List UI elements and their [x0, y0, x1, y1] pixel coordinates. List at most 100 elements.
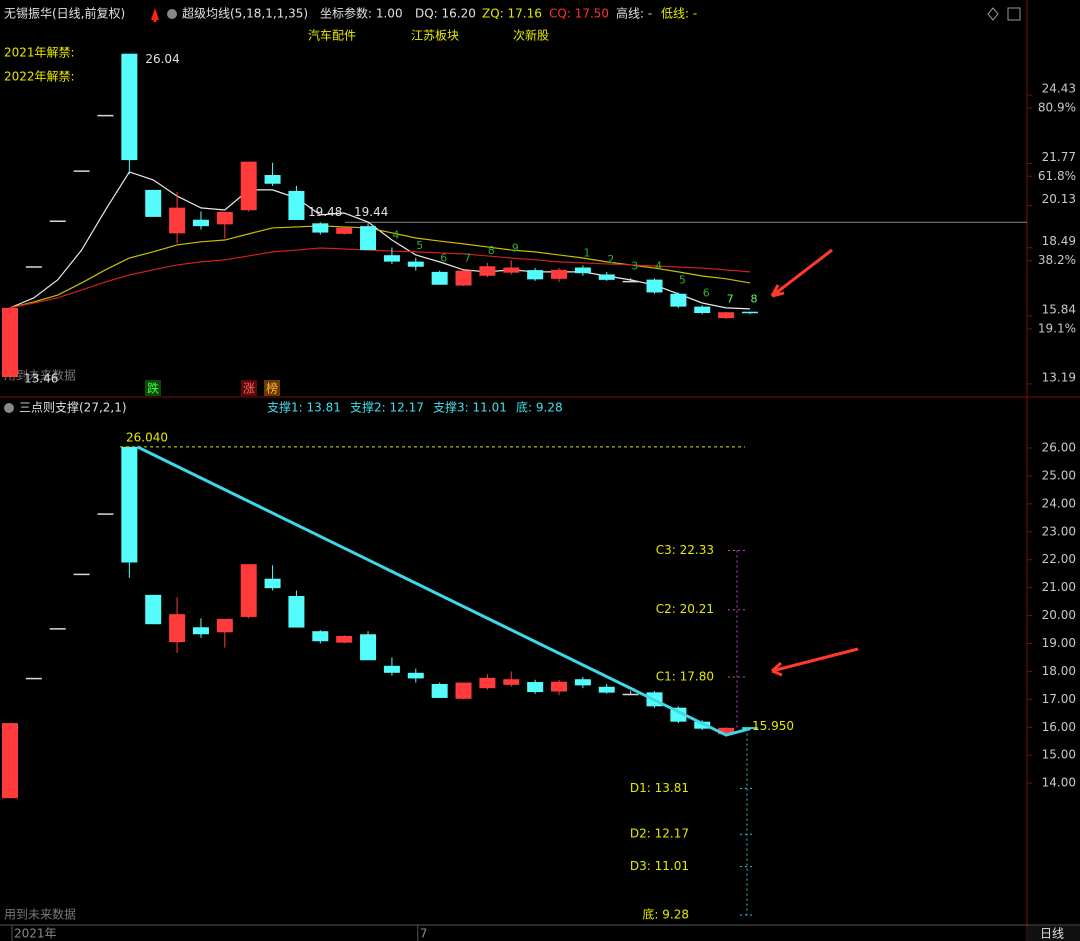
candle-body-bottom — [2, 723, 18, 799]
y-tick-label: 18.00 — [1042, 664, 1076, 678]
candle-body-bottom — [312, 631, 329, 642]
pane-title: 三点则支撑(27,2,1) — [19, 400, 127, 415]
param: 坐标参数: 1.00 — [320, 6, 403, 21]
trend-line — [136, 445, 751, 737]
candle-body-top — [622, 280, 639, 283]
candle-body-top — [288, 190, 305, 220]
candle-body-top — [383, 255, 400, 262]
candle-body-top — [479, 266, 496, 276]
y-tick-label: 26.00 — [1042, 440, 1076, 454]
candle-body-top — [73, 170, 90, 172]
legend-entry: 支撑1: 13.81 — [267, 400, 341, 415]
tag: 江苏板块 — [411, 29, 459, 43]
ref-label: 19.48 — [308, 205, 342, 219]
y-tick-label: 22.00 — [1042, 552, 1076, 566]
y2-tick-label: 38.2% — [1038, 253, 1076, 267]
candle-body-bottom — [264, 578, 281, 589]
candle-body-top — [646, 279, 663, 293]
candle-body-top — [718, 312, 735, 319]
candle-body-top — [2, 307, 18, 378]
y-tick-label: 21.00 — [1042, 580, 1076, 594]
menu-icon[interactable] — [4, 403, 14, 413]
zq: ZQ: 17.16 — [482, 7, 542, 21]
period-box[interactable] — [1027, 926, 1080, 941]
candle-body-bottom — [73, 573, 90, 576]
tag: 汽车配件 — [308, 28, 356, 43]
y2-tick-label: 80.9% — [1038, 100, 1076, 114]
legend-entry: 底: 9.28 — [516, 400, 563, 415]
td-count: 5 — [416, 239, 423, 252]
candle-body-bottom — [288, 596, 305, 628]
candle-body-bottom — [574, 679, 591, 686]
y-tick-label: 24.00 — [1042, 496, 1076, 510]
candle-body-bottom — [598, 686, 615, 693]
y-tick-label: 20.00 — [1042, 608, 1076, 622]
candle-body-bottom — [431, 683, 448, 698]
candle-body-top — [694, 306, 711, 314]
badge — [241, 380, 257, 396]
candle-body-bottom — [407, 672, 424, 679]
td-count: 4 — [655, 259, 662, 272]
candle-body-top — [97, 114, 114, 117]
candle-body-bottom — [336, 635, 353, 643]
y-tick-label: 13.19 — [1042, 370, 1076, 384]
tag: 次新股 — [513, 28, 549, 43]
candle-body-bottom — [216, 618, 233, 633]
diamond-icon[interactable] — [987, 7, 999, 21]
candle-body-bottom — [503, 679, 520, 685]
candle-body-top — [503, 267, 520, 273]
unlock-note: 2021年解禁: — [4, 46, 75, 60]
td-count: 2 — [607, 253, 614, 266]
y-tick-label: 25.00 — [1042, 468, 1076, 482]
resistance-label: C1: 17.80 — [656, 669, 714, 683]
unlock-note: 2022年解禁: — [4, 70, 75, 84]
candle-body-bottom — [25, 677, 42, 680]
y-tick-label: 14.00 — [1042, 776, 1076, 790]
support-label: D3: 11.01 — [630, 859, 689, 873]
candle-body-bottom — [741, 727, 758, 729]
candle-body-top — [598, 274, 615, 280]
candle-body-bottom — [360, 634, 377, 661]
support-label: D2: 12.17 — [630, 827, 689, 841]
td-count: 8 — [750, 293, 757, 306]
high-label: 26.04 — [145, 52, 179, 66]
ma-line — [9, 247, 751, 309]
candle-body-bottom — [97, 513, 114, 515]
candle-body-bottom — [192, 627, 209, 635]
y-tick-label: 15.84 — [1042, 302, 1076, 316]
ma-line — [9, 171, 750, 310]
badge-text: 跌 — [147, 381, 159, 396]
y-tick-label: 17.00 — [1042, 692, 1076, 706]
high-line: 高线: - — [616, 6, 652, 21]
period[interactable]: 日线 — [1040, 927, 1064, 941]
y-tick-label: 18.49 — [1042, 234, 1076, 248]
title: 无锡振华(日线,前复权) — [4, 6, 125, 21]
legend-entry: 支撑3: 11.01 — [433, 400, 507, 415]
low-label: 13.46 — [24, 372, 58, 386]
support-label: 底: 9.28 — [642, 906, 689, 921]
td-count: 6 — [703, 286, 710, 299]
y-tick-label: 16.00 — [1042, 720, 1076, 734]
y2-tick-label: 61.8% — [1038, 169, 1076, 183]
box-icon[interactable] — [1007, 7, 1021, 21]
candle-body-bottom — [383, 665, 400, 673]
future-note: 用到未来数据 — [4, 907, 76, 922]
candle-body-top — [527, 270, 544, 280]
y-tick-label: 23.00 — [1042, 524, 1076, 538]
candle-body-bottom — [527, 682, 544, 693]
candle-body-top — [431, 271, 448, 285]
candle-body-top — [264, 175, 281, 184]
td-count: 7 — [464, 252, 471, 265]
candle-body-top — [360, 226, 377, 251]
resistance-label: C2: 20.21 — [656, 602, 714, 616]
menu-icon[interactable] — [167, 9, 177, 19]
candle-body-bottom — [718, 727, 735, 735]
up-icon — [151, 8, 159, 22]
td-count: 7 — [727, 293, 734, 306]
dq: DQ: 16.20 — [415, 7, 476, 21]
y-tick-label: 19.00 — [1042, 636, 1076, 650]
resistance-label: C3: 22.33 — [656, 543, 714, 557]
candle-body-top — [192, 219, 209, 227]
candle-body-top — [169, 207, 186, 234]
